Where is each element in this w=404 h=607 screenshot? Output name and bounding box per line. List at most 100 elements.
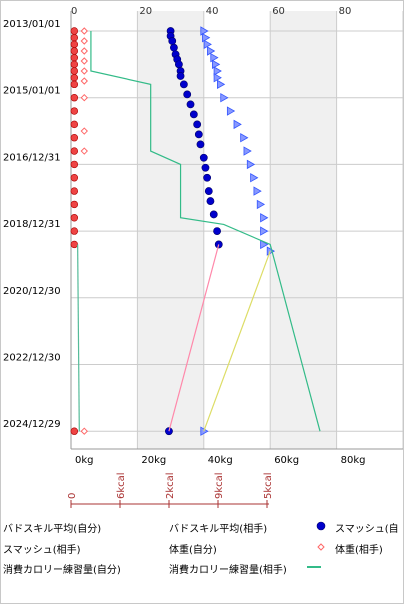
point-s1-16 [253, 186, 262, 196]
legend-item-2: スマッシュ(自 [335, 520, 399, 535]
series-6 [203, 250, 271, 432]
legend-item-3: スマッシュ(相手) [3, 541, 81, 556]
point-s3-2 [80, 47, 88, 55]
series-4 [90, 31, 321, 432]
legend-label: 消費カロリー練習量(自分) [3, 565, 121, 576]
series-5 [168, 244, 220, 432]
point-s3-3 [80, 57, 88, 65]
top-tick-label-1: 20 [139, 6, 152, 17]
point-s3-7 [80, 127, 88, 135]
kg-tick-label-4: 80kg [341, 455, 366, 466]
point-s2-3 [70, 47, 79, 55]
legend-label: バドスキル平均(相手) [169, 524, 268, 535]
point-s1-17 [256, 199, 266, 210]
y-tick-label-1: 2015/01/01 [3, 86, 61, 97]
legend-label: スマッシュ(相手) [3, 545, 81, 556]
shaded-band-1 [270, 11, 337, 449]
point-s1-5 [212, 59, 221, 70]
legend-marker-4 [317, 543, 325, 551]
top-tick-label-0: 0 [71, 6, 77, 17]
kg-tick-label-2: 40kg [208, 455, 233, 466]
y-tick-label-2: 2016/12/31 [3, 152, 61, 163]
point-s1-18 [260, 213, 269, 223]
legend-item-4: 体重(自分) [169, 541, 217, 556]
point-s1-3 [207, 46, 216, 56]
series-7 [77, 244, 80, 432]
point-s2-13 [70, 147, 79, 155]
point-s1-9 [220, 93, 229, 103]
point-s2-11 [70, 120, 79, 129]
series-1 [200, 26, 276, 436]
point-s3-1 [80, 37, 88, 45]
point-s0-20 [206, 197, 215, 205]
point-s0-12 [189, 110, 198, 119]
point-s0-11 [186, 100, 195, 109]
point-s2-4 [70, 53, 79, 62]
point-s2-21 [70, 427, 79, 435]
kcal-tick-label-0: 0 [67, 493, 78, 499]
kcal-tick-label-2: 2kcal [165, 472, 176, 499]
point-s3-9 [80, 427, 88, 435]
series-line-7 [77, 244, 80, 432]
legend-item-0: バドスキル平均(自分) [3, 520, 101, 535]
point-s2-0 [70, 27, 79, 35]
legend-item-5: 体重(相手) [335, 541, 383, 556]
kg-tick-label-3: 60kg [274, 455, 299, 466]
top-tick-label-3: 60 [272, 6, 285, 17]
legend-label: 体重(自分) [169, 545, 217, 556]
point-s0-18 [203, 173, 212, 182]
point-s2-18 [70, 214, 79, 222]
point-s0-17 [201, 163, 210, 172]
top-tick-label-2: 40 [206, 6, 219, 17]
y-tick-label-6: 2024/12/29 [3, 419, 61, 430]
point-s1-1 [202, 32, 211, 43]
series-2 [70, 27, 79, 435]
point-s0-3 [170, 43, 178, 52]
legend-label: 体重(相手) [335, 545, 383, 556]
kg-tick-label-1: 20kg [141, 455, 166, 466]
series-line-4 [90, 31, 321, 432]
point-s1-19 [260, 226, 269, 236]
point-s0-8 [176, 72, 185, 80]
y-tick-label-0: 2013/01/01 [3, 19, 61, 30]
point-s1-10 [226, 106, 236, 116]
kcal-tick-label-4: 5kcal [263, 472, 274, 499]
point-s2-17 [70, 200, 79, 209]
kcal-tick-label-1: 6kcal [116, 472, 127, 499]
point-s2-1 [70, 33, 79, 42]
point-s1-13 [243, 146, 252, 156]
point-s1-11 [233, 119, 242, 130]
point-s2-6 [70, 67, 79, 75]
y-tick-label-5: 2022/12/30 [3, 353, 61, 364]
point-s1-2 [203, 39, 212, 50]
point-s0-16 [199, 153, 208, 162]
legend-item-1: バドスキル平均(相手) [169, 520, 267, 535]
point-s1-15 [250, 173, 259, 183]
point-s1-6 [213, 66, 222, 76]
point-s1-8 [216, 79, 226, 90]
legend-label: スマッシュ(自 [335, 524, 399, 535]
point-s1-7 [213, 73, 222, 83]
point-s0-6 [174, 60, 183, 69]
point-s0-19 [204, 187, 213, 195]
point-s0-22 [213, 227, 221, 235]
top-tick-label-4: 80 [339, 6, 352, 17]
legend-item-6: 消費カロリー練習量(自分) [3, 561, 121, 576]
point-s0-10 [183, 90, 192, 99]
point-s0-15 [196, 140, 205, 149]
series-3 [80, 27, 88, 435]
point-s1-0 [200, 26, 209, 36]
legend-label: バドスキル平均(自分) [3, 524, 102, 535]
point-s2-12 [70, 134, 79, 142]
point-s0-14 [194, 130, 203, 139]
point-s3-4 [80, 67, 88, 75]
point-s2-2 [70, 40, 79, 49]
point-s2-5 [70, 60, 79, 69]
point-s2-10 [70, 107, 79, 115]
point-s3-0 [80, 27, 88, 35]
point-s2-20 [70, 240, 79, 249]
y-tick-label-3: 2018/12/31 [3, 219, 61, 230]
point-s2-16 [70, 187, 79, 195]
legend-label: 消費カロリー練習量(相手) [169, 565, 287, 576]
